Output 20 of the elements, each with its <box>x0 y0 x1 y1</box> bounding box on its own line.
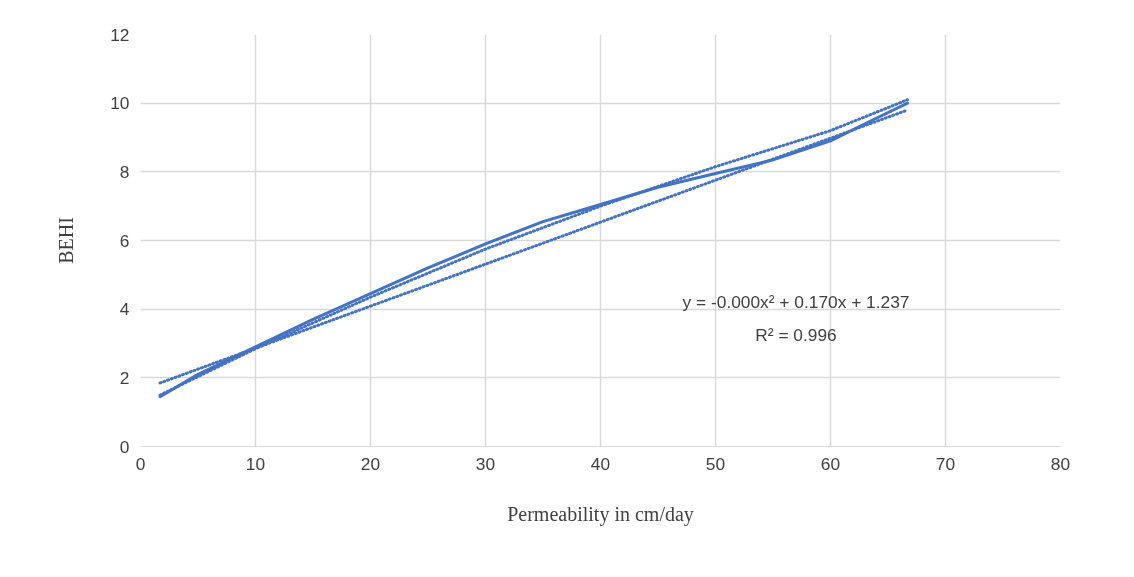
annotation: y = -0.000x² + 0.170x + 1.237 <box>682 292 910 313</box>
x-tick-label: 60 <box>820 453 841 474</box>
y-tick-label: 2 <box>119 367 130 388</box>
x-tick-label: 40 <box>590 453 611 474</box>
x-tick-label: 20 <box>360 453 381 474</box>
x-axis-title: Permeability in cm/day <box>507 502 694 526</box>
x-tick-label: 50 <box>705 453 726 474</box>
x-tick-label: 30 <box>475 453 496 474</box>
y-tick-label: 6 <box>119 230 130 251</box>
x-tick-label: 70 <box>935 453 956 474</box>
y-axis-title: BEHI <box>55 217 78 264</box>
y-tick-label: 8 <box>119 161 130 182</box>
y-tick-label: 4 <box>119 299 130 320</box>
annotation: R² = 0.996 <box>755 324 837 345</box>
y-tick-label: 10 <box>110 93 130 114</box>
y-tick-label: 0 <box>119 436 130 457</box>
y-tick-label: 12 <box>110 24 130 45</box>
x-tick-label: 0 <box>135 453 146 474</box>
x-tick-label: 80 <box>1050 453 1071 474</box>
x-tick-label: 10 <box>245 453 266 474</box>
